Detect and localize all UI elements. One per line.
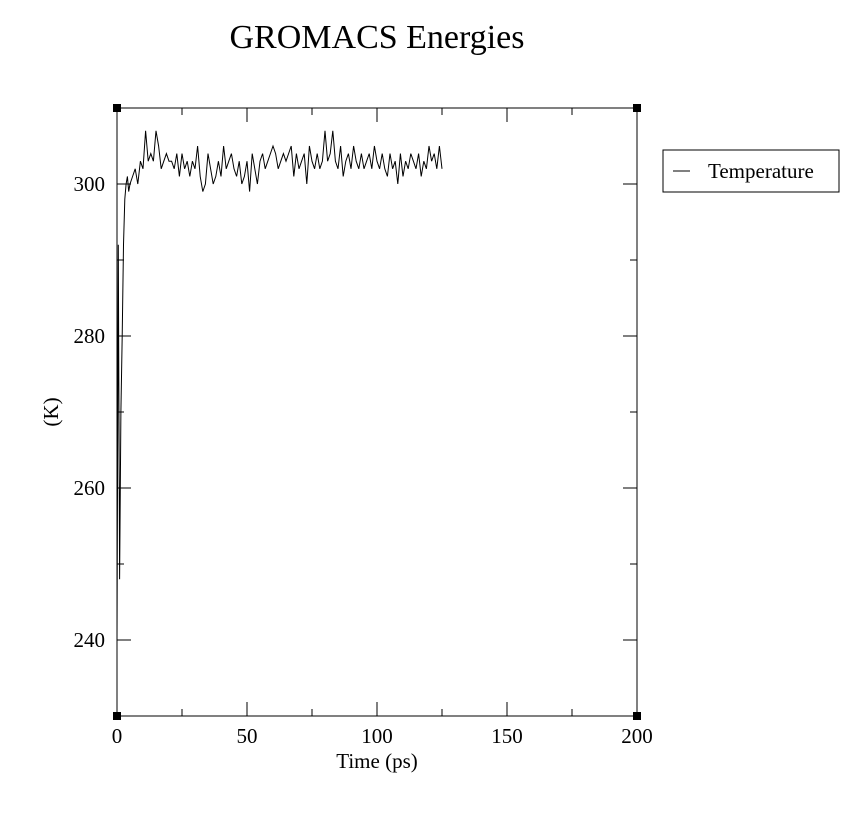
- x-tick-label: 50: [237, 724, 258, 748]
- legend-box: [662, 149, 840, 193]
- plot-frame: [116, 107, 638, 717]
- chart-title: GROMACS Energies: [230, 19, 525, 56]
- x-axis-tick-labels: 0 50 100 150 200: [112, 724, 653, 748]
- legend-entry-temperature: Temperature: [708, 159, 814, 183]
- y-tick-label: 300: [74, 172, 106, 196]
- x-tick-label: 150: [491, 724, 523, 748]
- y-tick-label: 280: [74, 324, 106, 348]
- x-tick-label: 100: [361, 724, 393, 748]
- y-tick-label: 260: [74, 476, 106, 500]
- y-axis-tick-labels: 240 260 280 300: [74, 172, 106, 652]
- temperature-series-line: [116, 130, 443, 641]
- x-axis-ticks: [116, 108, 638, 716]
- legend: Temperature: [662, 149, 840, 193]
- y-axis-ticks: [117, 107, 637, 717]
- y-axis-label: (K): [39, 397, 63, 426]
- corner-markers: [113, 104, 641, 720]
- x-axis-label: Time (ps): [336, 749, 418, 773]
- x-tick-label: 200: [621, 724, 653, 748]
- y-tick-label: 240: [74, 628, 106, 652]
- x-tick-label: 0: [112, 724, 123, 748]
